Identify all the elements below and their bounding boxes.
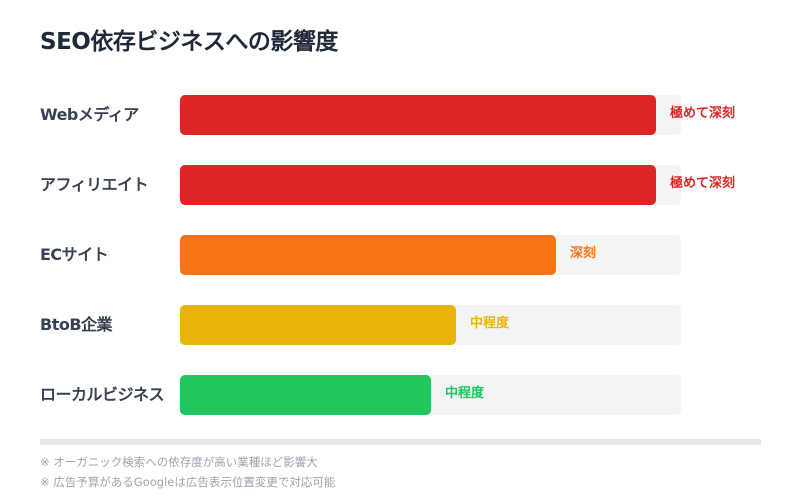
category-label: BtoB企業 [40,315,113,334]
bar-row: アフィリエイト 極めて深刻 [40,165,760,205]
impact-level-label: 極めて深刻 [670,106,736,121]
category-label: アフィリエイト [40,175,149,194]
category-label: ECサイト [40,245,109,264]
footnote: ※ オーガニック検索への依存度が高い業種ほど影響大 [40,455,318,469]
bar-row: ECサイト 深刻 [40,235,760,275]
bar-track [180,235,681,275]
bar-track [180,95,681,135]
impact-level-label: 中程度 [445,386,485,401]
bar-fill [180,95,656,135]
impact-level-label: 深刻 [570,246,597,261]
footnote: ※ 広告予算があるGoogleは広告表示位置変更で対応可能 [40,475,336,489]
bar-track [180,165,681,205]
bar-row: BtoB企業 中程度 [40,305,760,345]
chart-title: SEO依存ビジネスへの影響度 [40,29,338,55]
bar-track [180,375,681,415]
bar-fill [180,235,556,275]
bar-fill [180,375,431,415]
bar-row: Webメディア 極めて深刻 [40,95,760,135]
category-label: ローカルビジネス [40,385,165,404]
bar-fill [180,305,456,345]
bar-fill [180,165,656,205]
bar-row: ローカルビジネス 中程度 [40,375,760,415]
impact-level-label: 中程度 [470,316,510,331]
category-label: Webメディア [40,105,139,124]
divider [40,439,761,445]
bar-track [180,305,681,345]
impact-level-label: 極めて深刻 [670,176,736,191]
